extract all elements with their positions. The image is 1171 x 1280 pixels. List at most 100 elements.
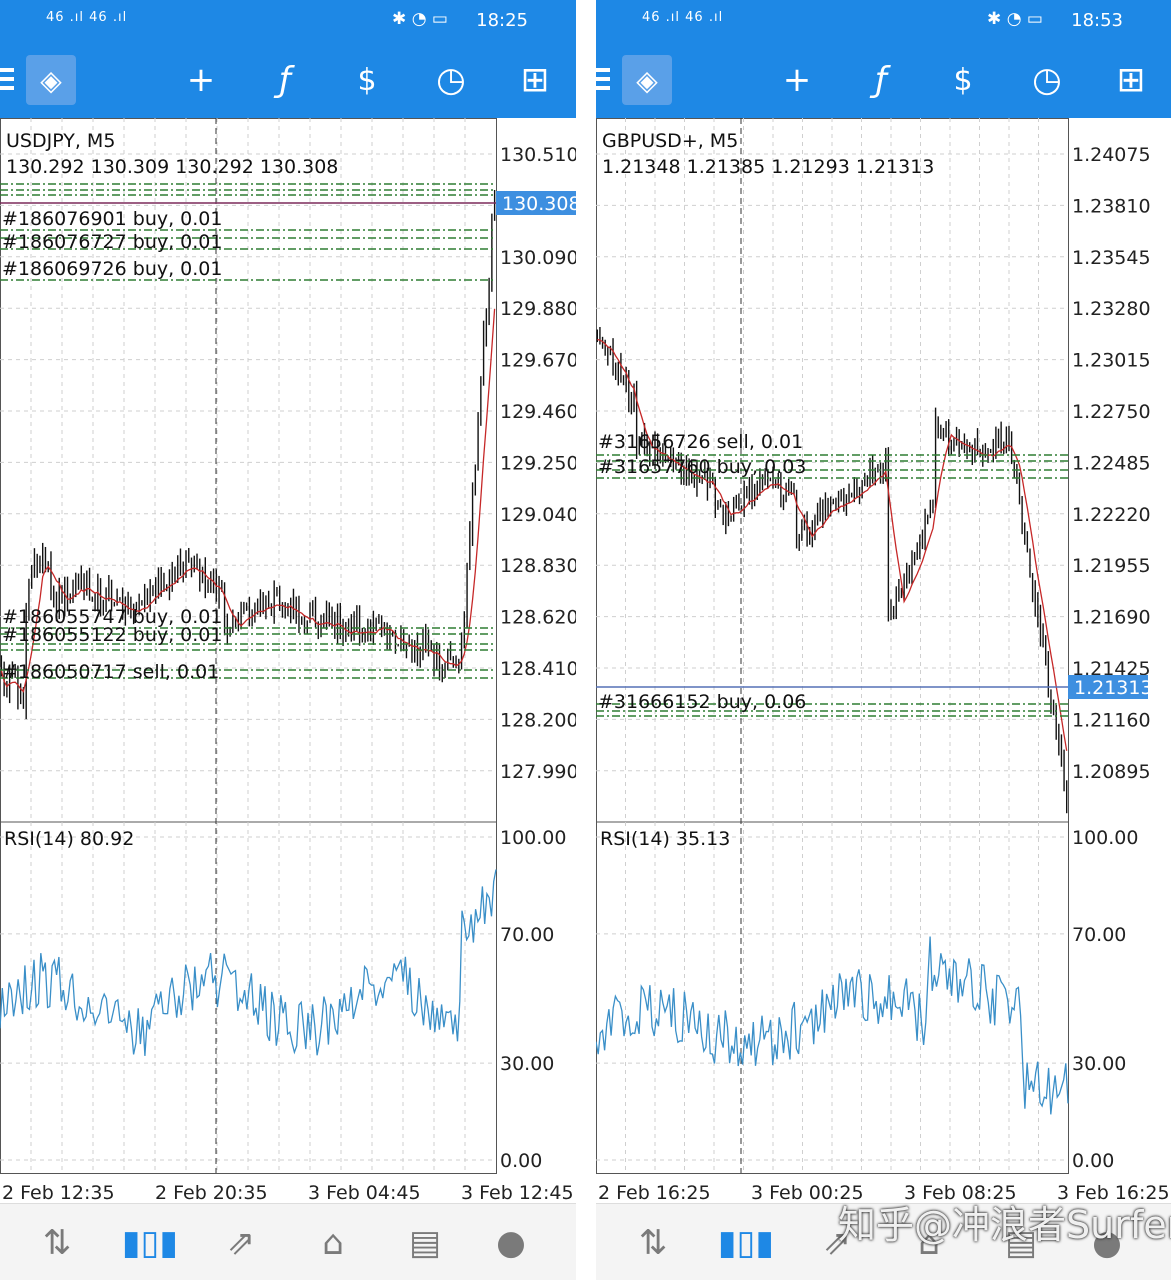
price-axis-label: 128.620 [500,607,576,629]
crosshair-icon[interactable]: + [186,60,216,100]
history-icon[interactable]: ⌂ [918,1222,940,1263]
price-axis-label: 129.250 [500,452,576,474]
period-icon[interactable]: ◷ [436,60,466,100]
rsi-label: RSI(14) 80.92 [4,828,134,850]
clock: 18:53 [1071,10,1123,31]
status-bar: 46 .ıl 46 .ıl ✱ ◔ ▭ 18:53 [596,0,1171,42]
price-axis-label: 129.460 [500,401,576,423]
chat-icon[interactable]: ● [496,1222,526,1263]
indicators-icon[interactable]: ƒ [875,60,887,100]
symbol-label: GBPUSD+, M5 [602,130,738,152]
price-axis-label: 1.22485 [1072,452,1151,474]
price-axis-label: 1.21690 [1072,607,1151,629]
new-order-icon[interactable]: ⊞ [1116,60,1146,100]
rsi-axis-label: 100.00 [500,827,566,849]
rsi-label: RSI(14) 35.13 [600,828,730,850]
menu-icon[interactable] [0,68,14,92]
news-icon[interactable]: ▤ [408,1222,442,1263]
clock: 18:25 [476,10,528,31]
trade-icon[interactable]: ⇗ [822,1222,852,1263]
bottom-navigation: ⇅ ▮▯▮ ⇗ ⌂ ▤ ● [596,1203,1171,1280]
period-icon[interactable]: ◷ [1032,60,1062,100]
indicators-icon[interactable]: ƒ [279,60,291,100]
price-axis-label: 128.200 [500,709,576,731]
price-axis-label: 129.040 [500,504,576,526]
trade-icon[interactable]: ⇗ [226,1222,256,1263]
ohlc-values: 1.21348 1.21385 1.21293 1.21313 [602,156,934,178]
price-axis-label: 129.880 [500,298,576,320]
current-price-tag [496,191,576,215]
price-axis-label: 1.20895 [1072,761,1151,783]
price-axis-label: 1.22220 [1072,504,1151,526]
time-axis-label: 2 Feb 20:35 [155,1182,268,1203]
bluetooth-battery-icons: ✱ ◔ ▭ [392,9,448,29]
price-axis-label: 129.670 [500,350,576,372]
right-chart-screen: 46 .ıl 46 .ıl ✱ ◔ ▭ 18:53 ◈ + ƒ $ ◷ ⊞ 1.… [596,0,1171,1280]
left-chart-screen: 46 .ıl 46 .ıl ✱ ◔ ▭ 18:25 ◈ + ƒ $ ◷ ⊞ 13… [0,0,576,1280]
price-axis-label: 1.23545 [1072,247,1151,269]
quotes-icon[interactable]: ⇅ [42,1222,72,1263]
app-logo[interactable]: ◈ [622,55,672,105]
app-logo[interactable]: ◈ [26,55,76,105]
menu-icon[interactable] [596,68,610,92]
price-axis-label: 1.24075 [1072,144,1151,166]
price-axis-label: 1.22750 [1072,401,1151,423]
news-icon[interactable]: ▤ [1004,1222,1038,1263]
price-axis-label: 127.990 [500,761,576,783]
watermark: 知乎@冲浪者Surfer [838,1203,1171,1247]
time-axis-label: 3 Feb 04:45 [308,1182,421,1203]
price-axis-label: 130.090 [500,247,576,269]
new-order-icon[interactable]: ⊞ [520,60,550,100]
order-label: #31657760 buy, 0.03 [598,456,806,478]
signal-indicator: 46 .ıl 46 .ıl [46,10,128,25]
price-axis-label: 130.510 [500,144,576,166]
moving-average-line [0,308,496,693]
signal-indicator: 46 .ıl 46 .ıl [642,10,724,25]
chat-icon[interactable]: ● [1092,1222,1122,1263]
price-axis-label: 1.21425 [1072,658,1151,680]
chart-toolbar: ◈ + ƒ $ ◷ ⊞ [596,42,1171,118]
rsi-axis-label: 30.00 [1072,1053,1126,1075]
order-label: #186055122 buy, 0.01 [2,624,223,646]
bluetooth-battery-icons: ✱ ◔ ▭ [987,9,1043,29]
time-axis-label: 3 Feb 08:25 [904,1182,1017,1203]
divider [576,0,596,1280]
time-axis-label: 3 Feb 00:25 [751,1182,864,1203]
rsi-axis-label: 70.00 [1072,924,1126,946]
crosshair-icon[interactable]: + [782,60,812,100]
symbols-icon[interactable]: $ [357,62,377,98]
rsi-axis-label: 70.00 [500,924,554,946]
price-axis-label: 128.410 [500,658,576,680]
rsi-axis-label: 100.00 [1072,827,1138,849]
rsi-axis-label: 0.00 [1072,1150,1114,1172]
price-axis-label: 1.21160 [1072,709,1151,731]
time-axis-label: 2 Feb 12:35 [2,1182,115,1203]
bottom-navigation: ⇅ ▮▯▮ ⇗ ⌂ ▤ ● [0,1203,576,1280]
price-axis-label: 1.23810 [1072,195,1151,217]
order-label: #186069726 buy, 0.01 [2,258,223,280]
history-icon[interactable]: ⌂ [322,1222,344,1263]
price-axis-label: 128.830 [500,555,576,577]
price-chart[interactable]: 130.510130.300130.090129.880129.670129.4… [0,118,576,1203]
order-label: #186076901 buy, 0.01 [2,208,223,230]
current-price-value: 1.21313 [1074,677,1153,699]
order-label: #186076727 buy, 0.01 [2,231,223,253]
rsi-line [0,869,497,1056]
symbol-label: USDJPY, M5 [6,130,115,152]
rsi-axis-label: 30.00 [500,1053,554,1075]
order-label: #31666152 buy, 0.06 [598,691,806,713]
price-axis-label: 1.23015 [1072,350,1151,372]
order-label: #186055747 buy, 0.01 [2,606,223,628]
price-chart[interactable]: 1.24075 1.23810 1.23545 1.23280 1.23015 1.227… [596,118,1171,1203]
price-axis-label: 1.23280 [1072,298,1151,320]
symbols-icon[interactable]: $ [953,62,973,98]
status-bar: 46 .ıl 46 .ıl ✱ ◔ ▭ 18:25 [0,0,576,42]
ohlc-values: 130.292 130.309 130.292 130.308 [6,156,338,178]
quotes-icon[interactable]: ⇅ [638,1222,668,1263]
current-price-value: 130.308 [502,193,576,215]
chart-toolbar: ◈ + ƒ $ ◷ ⊞ [0,42,576,118]
chart-icon[interactable]: ▮▯▮ [121,1222,179,1263]
chart-icon[interactable]: ▮▯▮ [717,1222,775,1263]
rsi-axis-label: 0.00 [500,1150,542,1172]
order-label: #186050717 sell, 0.01 [2,661,219,683]
